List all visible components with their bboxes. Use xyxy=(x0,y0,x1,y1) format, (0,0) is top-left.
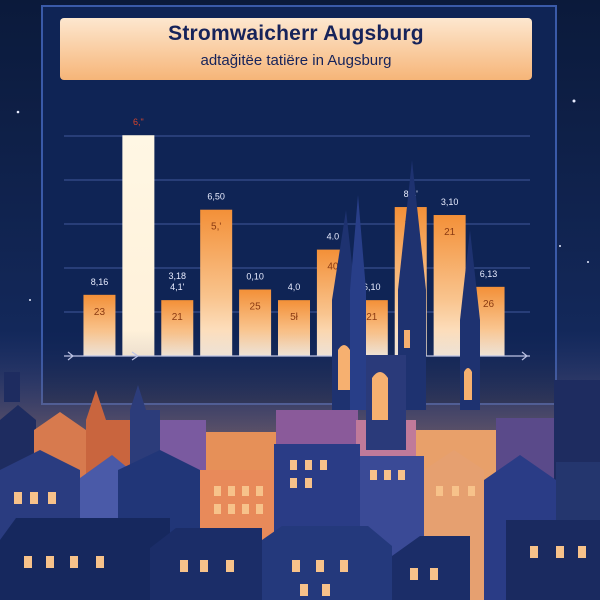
bar-value-label: 21 xyxy=(172,312,184,323)
bar-top-label: 6,13 xyxy=(480,269,498,279)
bar-value-label: 26 xyxy=(483,299,495,310)
chart-subtitle: adtağitëe tatiëre in Augsburg xyxy=(200,52,392,69)
bar-top-label: 4,0 xyxy=(288,282,301,292)
bar-value-label: 5,' xyxy=(211,222,221,233)
bar-value-label: 23 xyxy=(94,307,106,318)
city-skyline xyxy=(0,160,600,600)
stars xyxy=(16,99,589,301)
bar xyxy=(122,135,155,356)
bar-value-label: 21 xyxy=(444,227,456,238)
bar-value-label: 5ł xyxy=(290,312,299,323)
bar-value-label: 40 xyxy=(327,262,339,273)
bar-top-label: 6,10 xyxy=(363,282,381,292)
bar-value-label: 25 xyxy=(250,302,262,313)
bar-top-label: 3,10 xyxy=(441,197,459,207)
bar-top-label: 8,16 xyxy=(91,277,109,287)
chart-title: Stromwaicherr Augsburg xyxy=(168,22,424,45)
title-band xyxy=(60,18,532,80)
bar-top-label: 0,10 xyxy=(246,272,264,282)
bar-top-label: 3,18 xyxy=(169,271,187,281)
bar-top-label: 4.0 xyxy=(327,232,340,242)
bar-top-label: 6," xyxy=(133,117,144,127)
bar-value-label: 21 xyxy=(366,312,378,323)
bar-top-label: 4,1' xyxy=(170,282,185,292)
bar-top-label: 6,50 xyxy=(207,192,225,202)
